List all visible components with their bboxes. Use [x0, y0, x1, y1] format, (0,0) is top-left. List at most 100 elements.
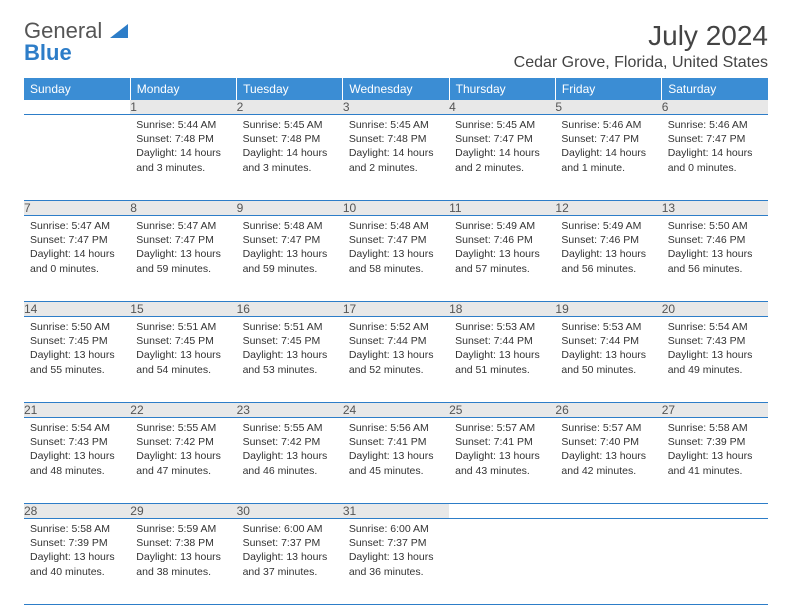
sunrise-label: Sunrise: [136, 321, 177, 333]
sunrise-value: 5:52 AM [390, 321, 429, 333]
daylight-label: Daylight: [455, 147, 499, 159]
sunset-label: Sunset: [243, 133, 282, 145]
sunset-value: 7:37 PM [387, 537, 426, 549]
sunrise-value: 5:51 AM [284, 321, 323, 333]
day-number-cell: 31 [343, 504, 449, 519]
daylight-label: Daylight: [243, 551, 287, 563]
day-details: Sunrise: 5:56 AMSunset: 7:41 PMDaylight:… [343, 418, 449, 484]
daylight-label: Daylight: [561, 248, 605, 260]
sunset-label: Sunset: [136, 537, 175, 549]
day-number-cell [555, 504, 661, 519]
day-number-cell: 6 [662, 100, 768, 115]
calendar-day-cell: Sunrise: 5:59 AMSunset: 7:38 PMDaylight:… [130, 519, 236, 605]
sunset-value: 7:48 PM [281, 133, 320, 145]
sunset-label: Sunset: [561, 335, 600, 347]
day-details: Sunrise: 5:50 AMSunset: 7:46 PMDaylight:… [662, 216, 768, 282]
day-number-row: 14151617181920 [24, 302, 768, 317]
day-number-row: 78910111213 [24, 201, 768, 216]
calendar-day-cell: Sunrise: 5:55 AMSunset: 7:42 PMDaylight:… [237, 418, 343, 504]
daylight-label: Daylight: [136, 349, 180, 361]
day-number-cell: 15 [130, 302, 236, 317]
sunset-value: 7:42 PM [281, 436, 320, 448]
sunset-value: 7:47 PM [175, 234, 214, 246]
calendar-day-cell: Sunrise: 5:51 AMSunset: 7:45 PMDaylight:… [130, 317, 236, 403]
sunset-value: 7:43 PM [706, 335, 745, 347]
calendar-day-cell: Sunrise: 5:44 AMSunset: 7:48 PMDaylight:… [130, 115, 236, 201]
sunset-value: 7:43 PM [69, 436, 108, 448]
sunrise-label: Sunrise: [30, 523, 71, 535]
daylight-label: Daylight: [30, 551, 74, 563]
day-details: Sunrise: 5:57 AMSunset: 7:40 PMDaylight:… [555, 418, 661, 484]
sunset-value: 7:44 PM [600, 335, 639, 347]
sunset-value: 7:41 PM [494, 436, 533, 448]
daylight-label: Daylight: [561, 349, 605, 361]
day-details: Sunrise: 5:46 AMSunset: 7:47 PMDaylight:… [662, 115, 768, 181]
weekday-header: Friday [555, 78, 661, 100]
month-year-title: July 2024 [514, 20, 768, 52]
daylight-label: Daylight: [668, 349, 712, 361]
sunrise-label: Sunrise: [30, 220, 71, 232]
day-number-cell: 8 [130, 201, 236, 216]
sunrise-value: 5:50 AM [709, 220, 748, 232]
sunrise-label: Sunrise: [243, 523, 284, 535]
calendar-day-cell [662, 519, 768, 605]
day-details: Sunrise: 5:55 AMSunset: 7:42 PMDaylight:… [130, 418, 236, 484]
calendar-day-cell: Sunrise: 5:50 AMSunset: 7:45 PMDaylight:… [24, 317, 130, 403]
day-details: Sunrise: 5:59 AMSunset: 7:38 PMDaylight:… [130, 519, 236, 585]
sunrise-label: Sunrise: [561, 119, 602, 131]
day-number-cell: 22 [130, 403, 236, 418]
daylight-label: Daylight: [349, 248, 393, 260]
logo-text-blue: Blue [24, 40, 72, 65]
location-text: Cedar Grove, Florida, United States [514, 54, 768, 72]
day-details: Sunrise: 5:58 AMSunset: 7:39 PMDaylight:… [24, 519, 130, 585]
day-details: Sunrise: 5:53 AMSunset: 7:44 PMDaylight:… [555, 317, 661, 383]
daylight-label: Daylight: [349, 147, 393, 159]
day-number-row: 123456 [24, 100, 768, 115]
sunrise-label: Sunrise: [243, 422, 284, 434]
sunrise-label: Sunrise: [668, 119, 709, 131]
sunrise-label: Sunrise: [455, 422, 496, 434]
day-number-cell: 3 [343, 100, 449, 115]
sunrise-value: 5:45 AM [497, 119, 536, 131]
sunset-value: 7:38 PM [175, 537, 214, 549]
sunset-value: 7:47 PM [494, 133, 533, 145]
calendar-day-cell: Sunrise: 5:46 AMSunset: 7:47 PMDaylight:… [555, 115, 661, 201]
sunrise-value: 5:46 AM [709, 119, 748, 131]
sunset-value: 7:44 PM [494, 335, 533, 347]
weekday-header: Wednesday [343, 78, 449, 100]
calendar-week-row: Sunrise: 5:50 AMSunset: 7:45 PMDaylight:… [24, 317, 768, 403]
calendar-day-cell: Sunrise: 5:58 AMSunset: 7:39 PMDaylight:… [24, 519, 130, 605]
daylight-label: Daylight: [455, 450, 499, 462]
day-number-cell: 20 [662, 302, 768, 317]
sunset-label: Sunset: [136, 335, 175, 347]
calendar-day-cell: Sunrise: 5:51 AMSunset: 7:45 PMDaylight:… [237, 317, 343, 403]
day-details: Sunrise: 5:51 AMSunset: 7:45 PMDaylight:… [130, 317, 236, 383]
sunrise-value: 5:57 AM [603, 422, 642, 434]
sunset-label: Sunset: [561, 234, 600, 246]
sunrise-value: 5:47 AM [178, 220, 217, 232]
calendar-day-cell: Sunrise: 5:52 AMSunset: 7:44 PMDaylight:… [343, 317, 449, 403]
calendar-day-cell: Sunrise: 5:48 AMSunset: 7:47 PMDaylight:… [237, 216, 343, 302]
day-details: Sunrise: 5:50 AMSunset: 7:45 PMDaylight:… [24, 317, 130, 383]
sunrise-value: 5:55 AM [178, 422, 217, 434]
sunset-value: 7:39 PM [706, 436, 745, 448]
day-number-cell: 5 [555, 100, 661, 115]
calendar-day-cell: Sunrise: 5:49 AMSunset: 7:46 PMDaylight:… [449, 216, 555, 302]
sunset-label: Sunset: [136, 133, 175, 145]
sunrise-value: 5:53 AM [497, 321, 536, 333]
sunset-label: Sunset: [455, 133, 494, 145]
sunset-label: Sunset: [30, 436, 69, 448]
day-details: Sunrise: 5:57 AMSunset: 7:41 PMDaylight:… [449, 418, 555, 484]
calendar-day-cell: Sunrise: 5:57 AMSunset: 7:40 PMDaylight:… [555, 418, 661, 504]
sunrise-label: Sunrise: [349, 220, 390, 232]
daylight-label: Daylight: [349, 450, 393, 462]
sunset-label: Sunset: [349, 234, 388, 246]
sunrise-value: 5:53 AM [603, 321, 642, 333]
calendar-week-row: Sunrise: 5:58 AMSunset: 7:39 PMDaylight:… [24, 519, 768, 605]
sunset-label: Sunset: [668, 234, 707, 246]
day-number-cell: 17 [343, 302, 449, 317]
sunrise-label: Sunrise: [455, 220, 496, 232]
sunset-value: 7:47 PM [600, 133, 639, 145]
sunset-value: 7:47 PM [387, 234, 426, 246]
calendar-day-cell: Sunrise: 5:45 AMSunset: 7:47 PMDaylight:… [449, 115, 555, 201]
